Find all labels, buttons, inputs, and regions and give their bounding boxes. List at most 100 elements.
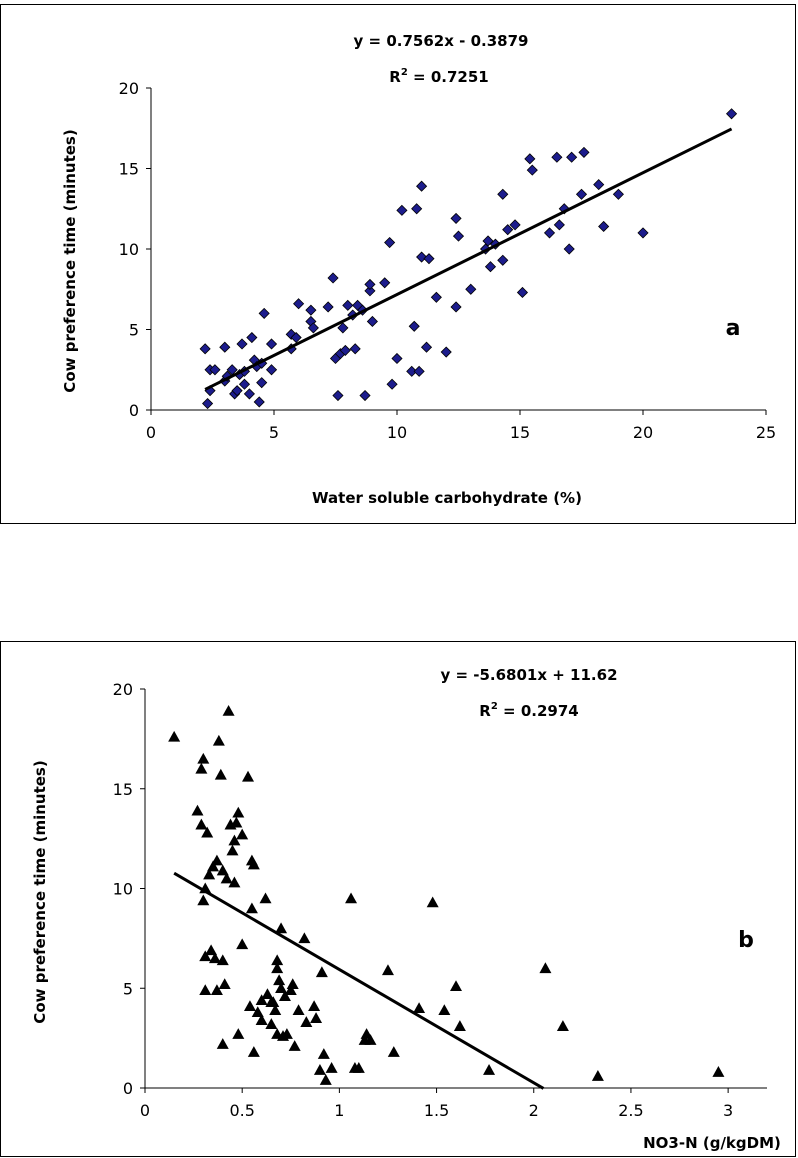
data-point [210, 984, 223, 996]
x-tick-label: 0 [140, 1101, 150, 1120]
data-point [308, 1000, 321, 1012]
x-tick-label: 0.5 [229, 1101, 254, 1120]
data-point [524, 153, 536, 165]
data-point [275, 982, 288, 994]
data-point [413, 1002, 426, 1013]
data-point [578, 146, 590, 158]
data-point [364, 278, 376, 290]
data-point [313, 1064, 326, 1075]
data-point [232, 806, 245, 818]
data-point [502, 224, 514, 236]
data-point [359, 389, 371, 402]
data-point [267, 996, 280, 1008]
trendline [173, 871, 545, 1090]
data-point [598, 220, 610, 233]
chart-b-equation: y = -5.6801x + 11.62 [440, 666, 617, 684]
chart-panel-b: 0 0.5 1 1.5 2 2.5 3 0 5 10 15 20 y = -5.6801x + 11.… [0, 641, 796, 1157]
data-point [247, 858, 260, 870]
data-point [265, 338, 278, 350]
data-point [226, 844, 239, 856]
data-point [293, 298, 305, 310]
chart-b-r2-label: R [479, 702, 491, 720]
data-point [497, 188, 509, 200]
chart-a-r2-value: = 0.7251 [408, 68, 489, 86]
data-point [290, 331, 302, 344]
data-point [208, 952, 221, 964]
data-point [379, 277, 391, 289]
y-tick-label: 0 [129, 401, 139, 420]
data-point [526, 164, 538, 176]
data-point [197, 894, 210, 906]
data-point [452, 230, 465, 242]
chart-b-x-axis-title: NO3-N (g/kgDM) [643, 1134, 781, 1152]
data-point [255, 994, 268, 1006]
data-point [612, 188, 624, 200]
x-tick-label: 25 [756, 423, 776, 442]
data-point [228, 834, 241, 846]
chart-b-r2-value: = 0.2974 [498, 702, 579, 720]
y-tick-label: 5 [129, 321, 139, 340]
data-point [280, 1028, 293, 1039]
data-point [416, 180, 428, 192]
data-point [563, 243, 575, 255]
data-point [284, 984, 297, 996]
data-point [575, 188, 588, 200]
data-point [411, 203, 423, 215]
data-point [543, 227, 556, 239]
chart-b-points [168, 704, 725, 1085]
data-point [307, 322, 319, 334]
chart-b-ticks: 0 0.5 1 1.5 2 2.5 3 0 5 10 15 20 [113, 680, 767, 1120]
data-point [551, 151, 563, 163]
data-point [258, 307, 270, 319]
chart-b-panel-label: b [738, 928, 754, 953]
data-point [408, 320, 420, 332]
data-point [199, 343, 211, 355]
x-tick-label: 5 [269, 423, 279, 442]
data-point [322, 301, 334, 313]
data-point [426, 896, 439, 908]
data-point [256, 377, 268, 389]
data-point [305, 304, 317, 316]
data-point [497, 254, 509, 266]
data-point [236, 938, 249, 950]
data-point [298, 932, 311, 944]
x-tick-label: 3 [723, 1101, 733, 1120]
data-point [273, 974, 286, 986]
data-point [253, 396, 265, 408]
y-tick-label: 0 [123, 1079, 133, 1098]
data-point [406, 365, 418, 377]
data-point [453, 1020, 466, 1031]
data-point [271, 962, 284, 974]
data-point [482, 235, 494, 247]
chart-a-equation: y = 0.7562x - 0.3879 [354, 32, 529, 50]
data-point [337, 322, 349, 334]
data-point [243, 1000, 256, 1012]
data-point [220, 872, 233, 884]
data-point [236, 828, 249, 840]
data-point [222, 704, 235, 716]
trendline [204, 127, 733, 391]
chart-b-plot: 0 0.5 1 1.5 2 2.5 3 0 5 10 15 20 y = -5.6801x + 11.… [31, 666, 781, 1152]
data-point [278, 990, 291, 1002]
data-point [483, 1064, 496, 1075]
data-point [195, 762, 208, 774]
x-tick-label: 10 [387, 423, 407, 442]
data-point [275, 922, 288, 934]
x-tick-label: 15 [510, 423, 530, 442]
data-point [342, 299, 354, 311]
data-point [259, 892, 272, 904]
data-point [292, 1004, 305, 1015]
data-point [216, 1038, 229, 1049]
data-point [231, 385, 243, 397]
data-point [423, 253, 435, 265]
data-point [364, 1034, 377, 1045]
chart-a-trendline-group [204, 127, 733, 391]
data-point [319, 1074, 332, 1085]
data-point [413, 365, 425, 377]
x-tick-label: 2 [529, 1101, 539, 1120]
x-tick-label: 1 [334, 1101, 344, 1120]
data-point [205, 944, 218, 956]
data-point [465, 283, 477, 295]
data-point [232, 1028, 245, 1039]
y-tick-label: 20 [119, 79, 139, 98]
